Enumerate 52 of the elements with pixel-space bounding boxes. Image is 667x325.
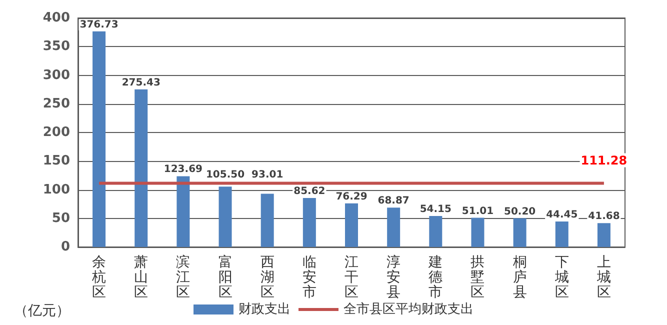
data-label: 50.20 — [504, 206, 536, 218]
bar — [218, 186, 232, 247]
y-axis-title: （亿元） — [14, 302, 70, 318]
y-tick-label: 300 — [42, 68, 70, 83]
x-tick-label: 建德市 — [428, 254, 443, 300]
y-tick-label: 350 — [42, 39, 70, 54]
x-tick-label: 下城区 — [554, 254, 569, 300]
x-tick-label: 上城区 — [596, 254, 611, 300]
data-label: 68.87 — [378, 196, 410, 207]
data-label: 93.01 — [252, 169, 284, 180]
x-tick-label: 富阳区 — [218, 254, 232, 300]
x-tick-label: 萧山区 — [134, 254, 148, 300]
bar — [471, 218, 484, 247]
bar — [176, 176, 190, 247]
x-tick-label: 余杭区 — [91, 254, 106, 300]
x-tick-label: 江干区 — [344, 254, 358, 300]
y-tick-label: 400 — [42, 10, 70, 26]
bar — [429, 216, 442, 247]
data-label: 44.45 — [546, 210, 578, 221]
x-tick-label: 淳安县 — [386, 254, 401, 300]
y-tick-label: 250 — [42, 96, 70, 112]
x-tick-label: 临安市 — [302, 254, 316, 300]
data-label: 85.62 — [294, 186, 326, 197]
x-tick-label: 滨江区 — [176, 254, 190, 300]
x-tick-label: 桐庐县 — [512, 254, 527, 300]
y-tick-label: 100 — [42, 182, 70, 198]
x-tick-label: 拱墅区 — [470, 254, 485, 300]
bar — [345, 203, 358, 247]
data-label: 275.43 — [122, 77, 160, 88]
y-tick-label: 150 — [42, 154, 70, 169]
data-label: 376.73 — [80, 19, 118, 30]
data-label: 111.28 — [580, 153, 628, 168]
y-tick-label: 50 — [52, 210, 70, 226]
bar — [260, 194, 274, 247]
data-label: 123.69 — [164, 164, 203, 176]
y-tick-label: 0 — [60, 240, 70, 254]
legend-label: 全市县区平均财政支出 — [344, 302, 474, 317]
bar — [555, 222, 568, 247]
legend-label: 财政支出 — [238, 302, 290, 317]
bar — [387, 208, 400, 247]
data-label: 54.15 — [420, 204, 452, 215]
x-tick-label: 西湖区 — [260, 254, 274, 300]
data-label: 76.29 — [336, 191, 368, 202]
data-label: 41.68 — [588, 211, 620, 222]
data-label: 51.01 — [462, 206, 494, 217]
bar — [134, 89, 148, 247]
y-tick-label: 200 — [42, 125, 70, 140]
bar — [597, 223, 610, 247]
bar — [513, 218, 526, 247]
bar — [92, 31, 106, 247]
data-label: 105.50 — [206, 169, 245, 180]
bar — [302, 198, 316, 247]
